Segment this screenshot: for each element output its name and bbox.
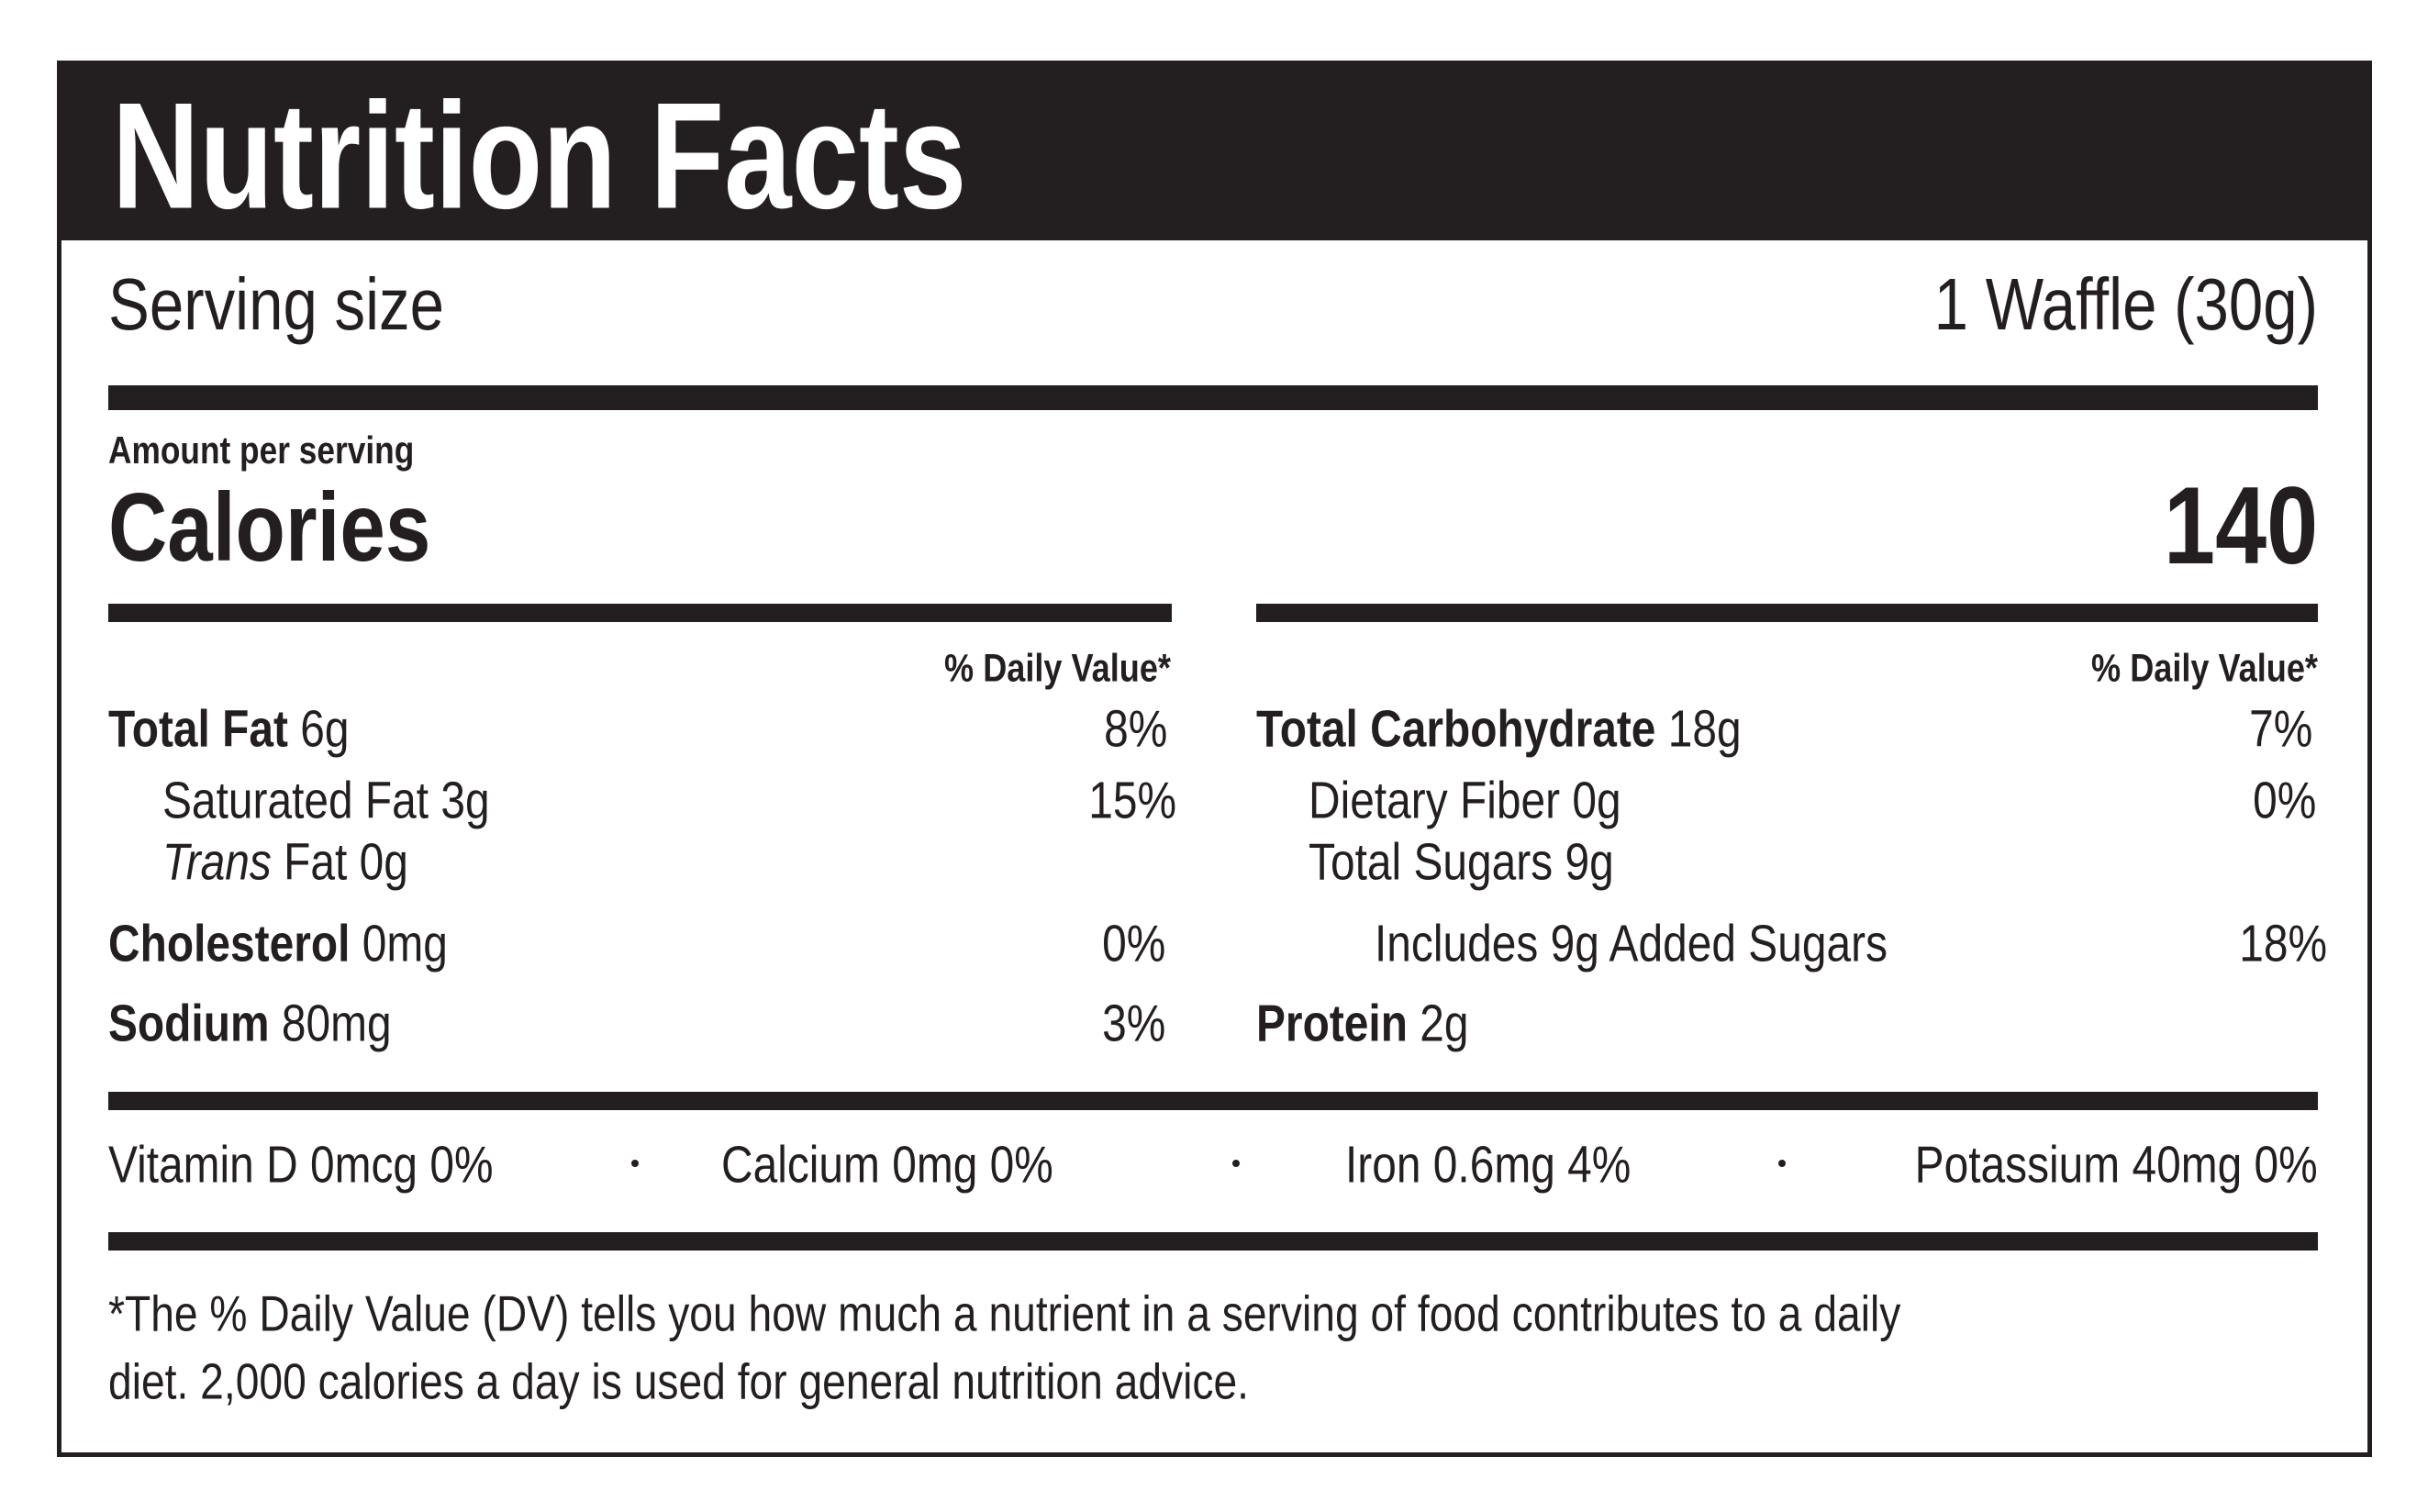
nutrient-row: Trans Fat 0g — [162, 836, 408, 889]
nutrient-dv: 15% — [1088, 771, 1176, 830]
nutrient-name: Total Sugars — [1309, 832, 1554, 892]
nutrient-row: Protein 2g — [1256, 994, 1469, 1053]
footnote-line: diet. 2,000 calories a day is used for g… — [108, 1352, 1250, 1410]
nutrient-row: Total Sugars 9g — [1309, 836, 1614, 889]
nutrient-dv: 3% — [1101, 994, 1165, 1053]
nutrient-name: Protein — [1256, 994, 1408, 1053]
separator — [1778, 1160, 1786, 1167]
nutrient-name: Total Fat — [108, 699, 288, 759]
nutrient-dv: 18% — [2239, 914, 2327, 973]
nutrient-row: Total Fat 6g — [108, 703, 350, 756]
nutrient-amount: 0mg — [362, 914, 448, 973]
serving-label: Serving size — [108, 263, 445, 345]
amount-per-serving: Amount per serving — [108, 428, 415, 472]
vitamin: Iron 0.6mg 4% — [1345, 1135, 1632, 1195]
nutrient-row: Dietary Fiber 0g — [1309, 771, 1621, 830]
vitamin: Potassium 40mg 0% — [1914, 1135, 2318, 1195]
nutrient-dv: 8% — [1103, 699, 1167, 759]
calories-value: 140 — [2163, 464, 2318, 587]
nutrient-row: Saturated Fat 3g — [162, 771, 490, 830]
nutrient-dv: 7% — [2248, 699, 2312, 759]
nutrient-amount: 9g — [1565, 832, 1614, 892]
vitamin: Vitamin D 0mcg 0% — [108, 1135, 494, 1195]
nutrient-amount: 80mg — [281, 994, 392, 1053]
nutrient-amount: 0g — [359, 832, 408, 892]
serving-value: 1 Waffle (30g) — [1933, 263, 2318, 345]
nutrient-name: Saturated Fat — [162, 771, 429, 830]
vitamin: Calcium 0mg 0% — [721, 1135, 1053, 1195]
rule — [108, 385, 2318, 410]
rule — [108, 1232, 2318, 1251]
nutrient-name: Trans — [162, 832, 272, 892]
nutrient-row: Sodium 80mg — [108, 994, 392, 1053]
calories-label: Calories — [108, 473, 431, 582]
nutrient-name: Total Carbohydrate — [1256, 699, 1656, 759]
rule — [108, 604, 1172, 622]
nutrient-name: Fat — [284, 832, 348, 892]
nutrient-dv: 0% — [2252, 771, 2316, 830]
rule — [1256, 604, 2318, 622]
title-band — [57, 61, 2372, 240]
nutrient-amount: 18g — [1667, 699, 1742, 759]
nutrient-name: Includes 9g Added Sugars — [1375, 914, 1888, 973]
dv-header: % Daily Value* — [2091, 646, 2318, 691]
nutrient-name: Dietary Fiber — [1309, 771, 1561, 830]
nutrient-name: Sodium — [108, 994, 270, 1053]
dv-header: % Daily Value* — [944, 646, 1171, 691]
separator — [631, 1160, 639, 1167]
footnote-line: *The % Daily Value (DV) tells you how mu… — [108, 1284, 1901, 1342]
title: Nutrition Facts — [112, 71, 967, 240]
nutrient-row: Total Carbohydrate 18g — [1256, 703, 1742, 756]
nutrient-amount: 6g — [300, 699, 350, 759]
nutrient-dv: 0% — [1101, 914, 1165, 973]
nutrient-amount: 0g — [1572, 771, 1621, 830]
separator — [1232, 1160, 1240, 1167]
nutrient-amount: 2g — [1420, 994, 1469, 1053]
nutrient-amount: 3g — [440, 771, 490, 830]
nutrient-row: Cholesterol 0mg — [108, 914, 448, 973]
rule — [108, 1092, 2318, 1110]
nutrient-name: Cholesterol — [108, 914, 351, 973]
